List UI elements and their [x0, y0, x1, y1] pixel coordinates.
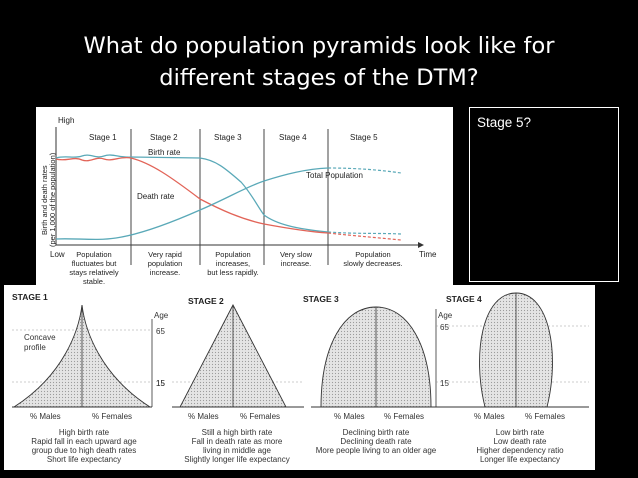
pyramid-4-caption-2: Low death rate — [494, 437, 547, 446]
note-s3-3: but less rapidly. — [207, 268, 259, 277]
stage-5-question: Stage 5? — [477, 115, 532, 130]
pyramid-4-males: % Males — [474, 412, 505, 421]
pyramid-3-caption-2: Declining death rate — [340, 437, 412, 446]
pyramid-2-caption-4: Slightly longer life expectancy — [184, 455, 289, 464]
note-s5-1: Population — [355, 250, 390, 259]
pyramid-1-males: % Males — [30, 412, 61, 421]
note-s3-2: increases, — [216, 259, 250, 268]
pyramid-2-age-15: 15 — [156, 379, 165, 388]
pyramid-4-age-15: 15 — [440, 379, 449, 388]
pyramid-2-caption-2: Fall in death rate as more — [192, 437, 283, 446]
pyramid-4-age-label: Age — [438, 311, 453, 320]
pyramid-1-age-15: 15 — [156, 379, 165, 388]
dtm-y-low: Low — [50, 250, 65, 259]
pyramid-stage-2-heading: STAGE 2 — [188, 296, 224, 306]
stage-5-answer-box: Stage 5? — [469, 107, 619, 282]
title-line-2: different stages of the DTM? — [159, 65, 479, 91]
pyramid-1-caption-2: Rapid fall in each upward age — [31, 437, 137, 446]
dtm-stage-4-label: Stage 4 — [279, 133, 307, 142]
pyramid-4-caption-3: Higher dependency ratio — [476, 446, 564, 455]
pyramid-3-caption-1: Declining birth rate — [343, 428, 410, 437]
note-s1-4: stable. — [83, 277, 105, 286]
birth-rate-curve-projection — [327, 231, 402, 235]
note-s1-3: stays relatively — [69, 268, 118, 277]
total-population-curve — [55, 167, 329, 241]
note-s2-1: Very rapid — [148, 250, 182, 259]
note-s1-1: Population — [76, 250, 111, 259]
pyramid-1-females: % Females — [92, 412, 132, 421]
pyramid-stage-3-heading: STAGE 3 — [303, 294, 339, 304]
pyramid-1-caption-4: Short life expectancy — [47, 455, 121, 464]
pyramids-panel: STAGE 1 Concave profile Age 65 15 % Male… — [4, 285, 595, 470]
slide-title: What do population pyramids look like fo… — [0, 30, 638, 94]
note-s4-2: increase. — [281, 259, 311, 268]
pyramid-3-caption-3: More people living to an older age — [316, 446, 437, 455]
pyramid-4-caption-4: Longer life expectancy — [480, 455, 560, 464]
total-population-label: Total Population — [306, 171, 363, 180]
pyramid-1-caption-1: High birth rate — [59, 428, 110, 437]
pyramid-2-caption-1: Still a high birth rate — [202, 428, 273, 437]
pyramid-1-caption-3: group due to high death rates — [32, 446, 137, 455]
title-line-1: What do population pyramids look like fo… — [83, 33, 555, 59]
note-s4-1: Very slow — [280, 250, 313, 259]
pyramid-2-caption-3: living in middle age — [203, 446, 272, 455]
pyramid-2-males: % Males — [188, 412, 219, 421]
pyramid-4-age-65: 65 — [440, 323, 449, 332]
dtm-stage-notes: Population fluctuates but stays relative… — [69, 250, 402, 286]
dtm-x-arrow — [418, 242, 424, 248]
dtm-stage-3-label: Stage 3 — [214, 133, 242, 142]
dtm-graph: High Low Time Birth and death rates (per… — [36, 107, 453, 289]
pyramid-stage-1-heading: STAGE 1 — [12, 292, 48, 302]
death-rate-curve-projection — [327, 232, 402, 241]
dtm-stage-5-label: Stage 5 — [350, 133, 378, 142]
pyramid-2-females: % Females — [240, 412, 280, 421]
death-rate-label: Death rate — [137, 192, 175, 201]
note-s3-1: Population — [215, 250, 250, 259]
note-s2-2: population — [148, 259, 183, 268]
dtm-y-high: High — [58, 116, 74, 125]
note-s1-2: fluctuates but — [72, 259, 118, 268]
birth-rate-label: Birth rate — [148, 148, 181, 157]
death-rate-curve — [55, 156, 329, 234]
pyramid-1-age-65: 65 — [156, 327, 165, 336]
pyramids-svg: STAGE 1 Concave profile Age 65 15 % Male… — [12, 292, 589, 464]
birth-rate-curve — [55, 154, 329, 233]
pyramid-stage-4-heading: STAGE 4 — [446, 294, 482, 304]
concave-label-1: Concave — [24, 333, 56, 342]
dtm-graph-svg: High Low Time Birth and death rates (per… — [40, 116, 437, 286]
note-s2-3: increase. — [150, 268, 180, 277]
dtm-y-label-2: (per 1,000 of the population) — [48, 152, 57, 247]
dtm-stage-2-label: Stage 2 — [150, 133, 178, 142]
pyramid-3-males: % Males — [334, 412, 365, 421]
total-population-curve-projection — [327, 167, 402, 174]
dtm-stage-1-label: Stage 1 — [89, 133, 117, 142]
pyramid-4-females: % Females — [525, 412, 565, 421]
pyramid-1-age-label: Age — [154, 311, 169, 320]
dtm-x-label: Time — [419, 250, 437, 259]
concave-label-2: profile — [24, 343, 46, 352]
pyramid-3-females: % Females — [384, 412, 424, 421]
note-s5-2: slowly decreases. — [343, 259, 402, 268]
dtm-y-label-1: Birth and death rates — [40, 165, 49, 235]
pyramid-4-caption-1: Low birth rate — [496, 428, 545, 437]
